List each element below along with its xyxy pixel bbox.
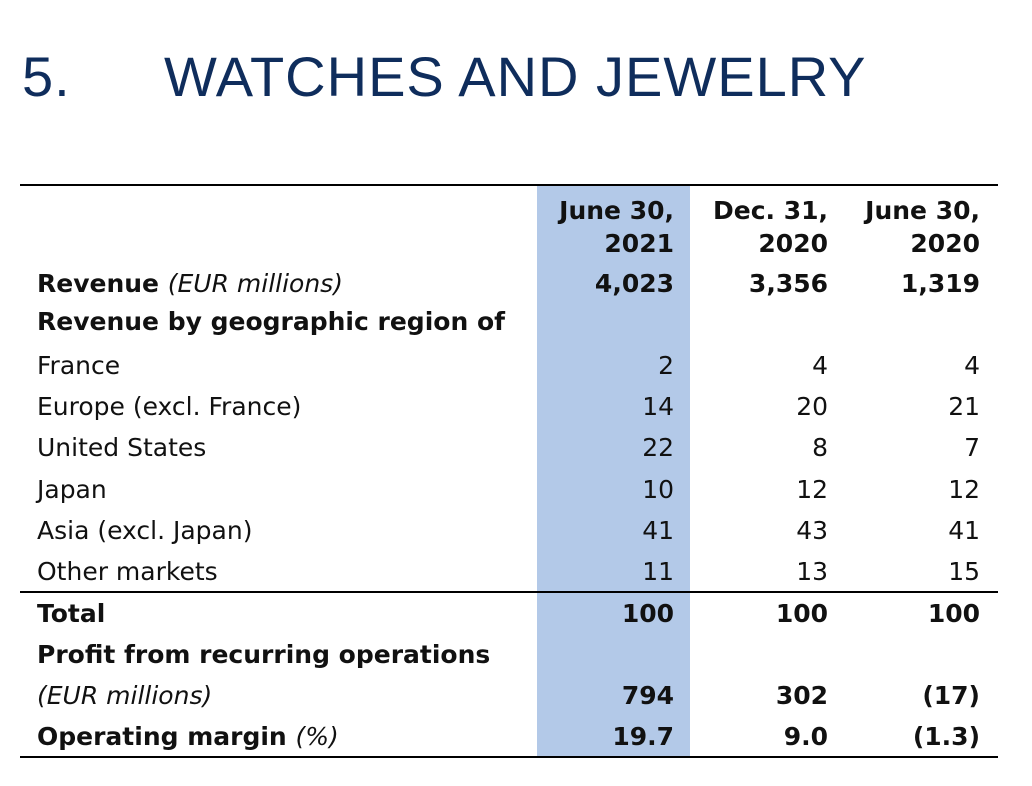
table-row-region-heading: Revenue by geographic region of [37,307,505,336]
table-row-revenue: Revenue (EUR millions) 4,023 3,356 1,319 [37,269,980,298]
table-top-rule [20,184,998,186]
table-row: Japan 10 12 12 [37,475,980,504]
table-row: France 2 4 4 [37,351,980,380]
table-row-profit: (EUR millions) 794 302 (17) [37,681,980,710]
column-header-dec-2020: Dec. 31, 2020 [712,196,828,258]
section-number: 5. [22,45,71,108]
table-row-operating-margin: Operating margin (%) 19.7 9.0 (1.3) [37,722,980,751]
highlighted-column [537,186,690,756]
table-row-profit-label: Profit from recurring operations [37,640,491,669]
table-row: Other markets 11 13 15 [37,557,980,586]
table-row-total: Total 100 100 100 [37,599,980,628]
column-header-june-2020: June 30, 2020 [865,196,980,258]
table-row: United States 22 8 7 [37,433,980,462]
section-title-text: WATCHES AND JEWELRY [164,45,867,108]
column-header-june-2021: June 30, 2021 [559,196,674,258]
table-bottom-rule [20,756,998,758]
section-title: 5. WATCHES AND JEWELRY [22,44,867,109]
table-row: Asia (excl. Japan) 41 43 41 [37,516,980,545]
total-rule [20,591,998,593]
table-row: Europe (excl. France) 14 20 21 [37,392,980,421]
